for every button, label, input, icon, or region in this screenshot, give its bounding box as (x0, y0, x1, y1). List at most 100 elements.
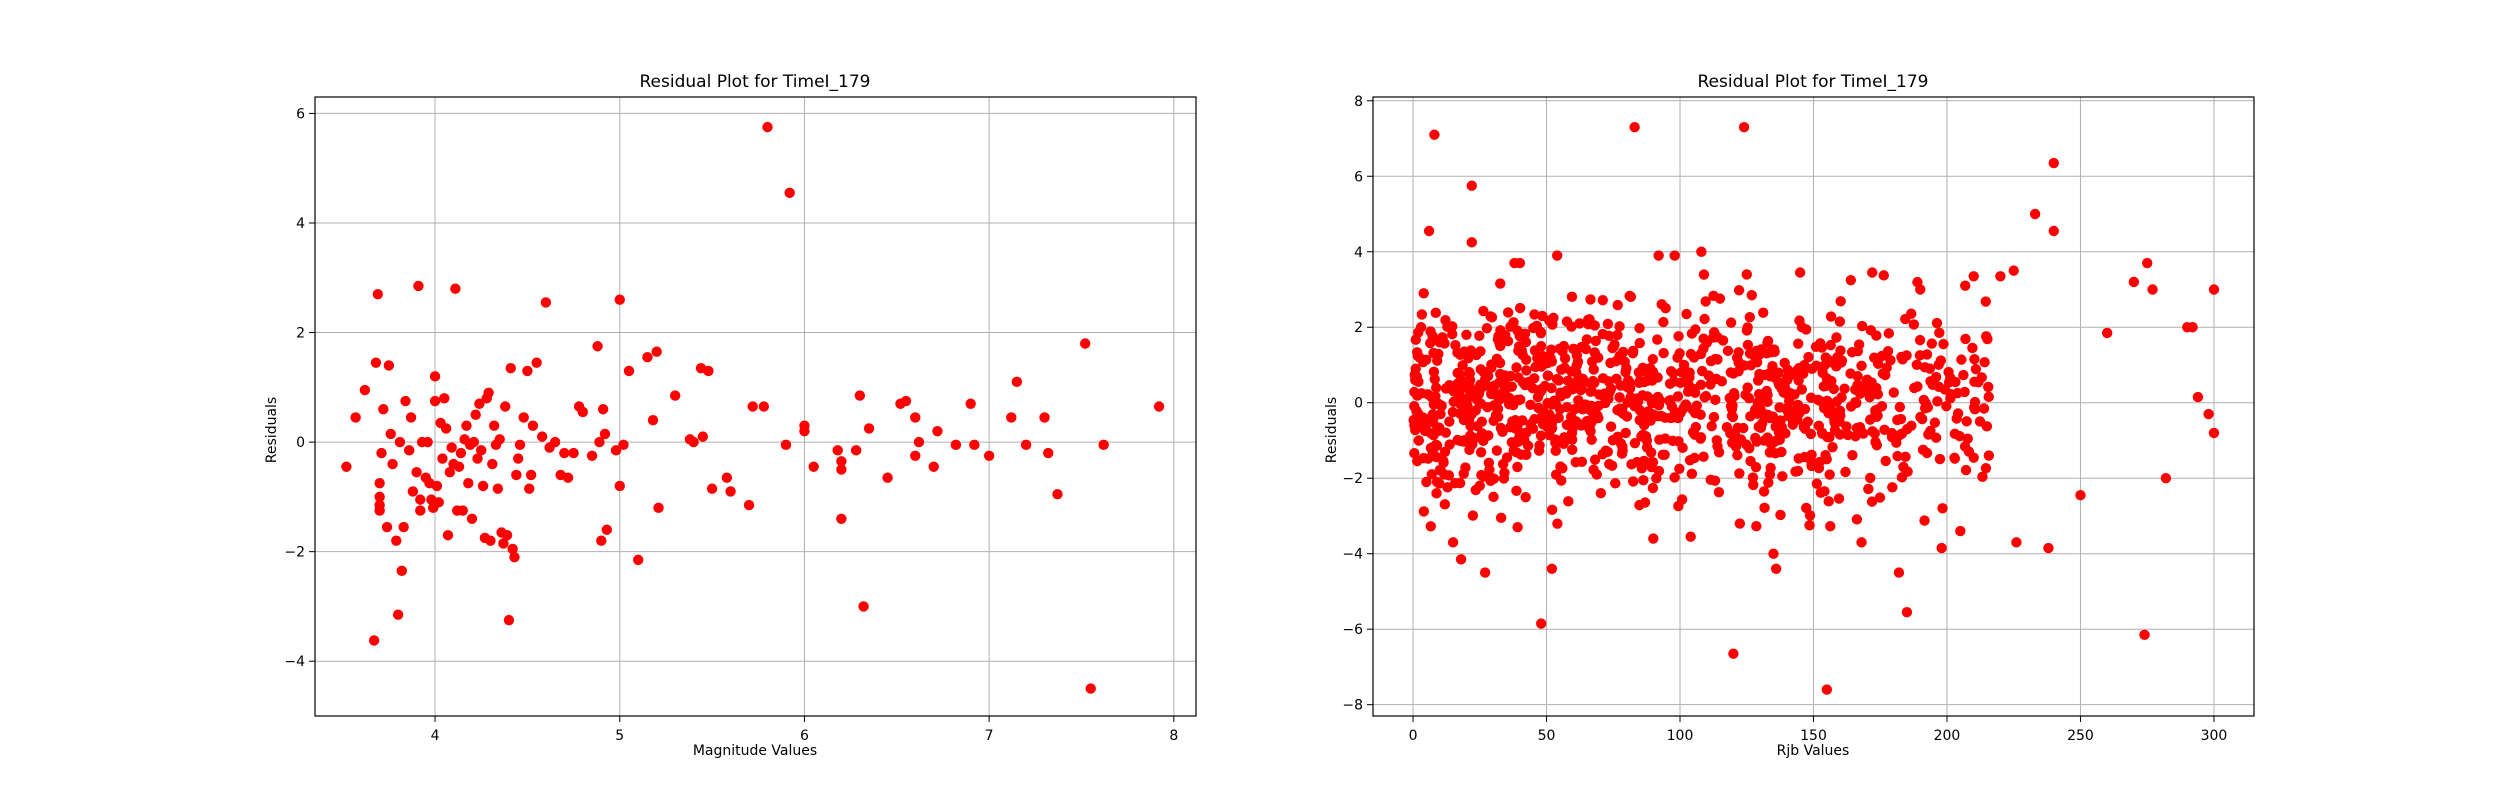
data-point (1831, 332, 1842, 343)
data-point (1825, 311, 1837, 322)
data-point (1488, 491, 1499, 503)
data-point (1937, 503, 1948, 514)
data-point (1699, 392, 1710, 403)
data-point (1727, 400, 1738, 411)
data-point (1623, 382, 1635, 394)
data-point (596, 535, 607, 546)
data-point (1640, 431, 1652, 442)
data-point (1656, 299, 1667, 310)
data-point (1949, 428, 1961, 440)
data-point (1637, 362, 1649, 374)
data-point (1695, 379, 1707, 391)
data-point (1854, 421, 1866, 433)
data-point (1698, 269, 1710, 280)
data-point (1855, 388, 1866, 399)
data-point (1525, 399, 1536, 411)
data-point (1897, 354, 1908, 365)
data-point (1659, 412, 1671, 423)
data-point (642, 351, 653, 363)
data-point (1079, 338, 1091, 349)
data-point (1431, 355, 1443, 366)
data-point (1447, 537, 1459, 548)
data-point (1742, 339, 1754, 351)
data-point (1933, 381, 1945, 393)
data-point (1981, 331, 1992, 342)
data-point (1511, 485, 1522, 497)
data-point (1914, 334, 1926, 346)
data-point (1455, 554, 1467, 565)
data-point (1698, 343, 1709, 354)
data-point (2101, 327, 2113, 339)
data-point (1926, 338, 1938, 349)
data-point (1758, 486, 1770, 497)
data-point (1968, 271, 1979, 282)
data-point (1039, 412, 1050, 423)
data-point (1511, 446, 1522, 458)
data-point (2160, 473, 2172, 484)
data-point (1799, 451, 1810, 463)
data-points-right (1408, 121, 2220, 695)
data-point (2203, 408, 2214, 420)
data-point (592, 341, 603, 352)
data-point (1690, 324, 1701, 335)
data-point (1792, 338, 1804, 349)
data-point (1529, 345, 1541, 356)
data-point (562, 472, 574, 483)
data-point (1874, 492, 1886, 503)
data-point (413, 280, 424, 292)
data-point (610, 445, 622, 456)
data-point (1484, 464, 1495, 475)
data-point (1695, 433, 1706, 444)
data-point (1768, 548, 1779, 559)
data-point (1043, 447, 1054, 459)
data-point (1687, 383, 1699, 395)
data-point (1558, 438, 1569, 450)
data-point (599, 428, 611, 440)
data-point (1447, 328, 1458, 340)
data-point (1995, 271, 2006, 282)
data-point (487, 458, 498, 470)
data-point (1612, 431, 1623, 442)
data-point (466, 513, 478, 524)
data-point (1466, 237, 1477, 248)
data-point (1570, 457, 1581, 468)
data-point (669, 390, 681, 401)
data-point (1437, 333, 1448, 345)
data-point (1930, 432, 1942, 443)
data-point (1410, 334, 1421, 345)
data-point (1597, 328, 1608, 340)
data-point (1486, 312, 1498, 323)
data-point (762, 121, 773, 133)
data-point (1098, 439, 1109, 451)
data-point (1418, 506, 1430, 517)
data-point (1750, 462, 1762, 473)
data-point (1834, 405, 1846, 417)
data-point (1645, 457, 1656, 468)
data-point (488, 420, 500, 431)
data-point (850, 445, 862, 456)
data-point (1496, 387, 1508, 399)
data-point (1509, 422, 1521, 434)
data-point (1686, 468, 1698, 480)
y-tick-label: 4 (1354, 245, 1363, 261)
data-point (932, 425, 943, 437)
data-point (1929, 417, 1941, 428)
data-point (531, 357, 542, 368)
data-point (1612, 299, 1623, 311)
data-point (1967, 342, 1978, 354)
data-point (1663, 395, 1675, 406)
data-point (900, 395, 912, 407)
data-point (1740, 389, 1751, 401)
data-point (832, 445, 843, 456)
data-point (1744, 312, 1755, 323)
data-point (1455, 435, 1467, 447)
data-point (1511, 362, 1522, 373)
data-point (1634, 323, 1645, 334)
data-point (858, 601, 869, 612)
data-point (505, 362, 516, 374)
data-point (1960, 333, 1971, 345)
data-point (1648, 533, 1659, 544)
data-point (431, 480, 443, 492)
data-point (1733, 357, 1744, 368)
data-point (461, 420, 472, 431)
